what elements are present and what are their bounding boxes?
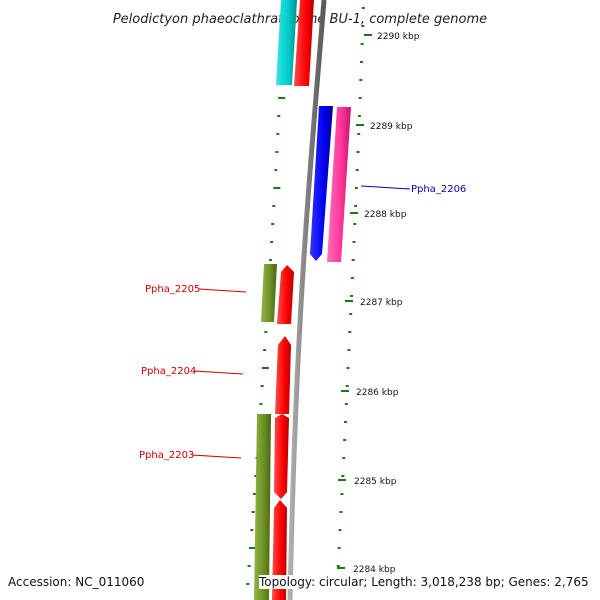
tick-label-2286: 2286 kbp [356, 388, 399, 398]
gene-label-ppha-2204[interactable]: Ppha_2204 [141, 366, 196, 377]
genome-backbone [287, 0, 327, 600]
tick-label-2287: 2287 kbp [360, 298, 403, 308]
leader-line-ppha-2203 [191, 454, 242, 459]
gene-olive-2203 [254, 414, 271, 600]
gene-ppha-2203-red [274, 414, 289, 499]
leader-line-ppha-2204 [193, 370, 244, 375]
tick-labels: 2290 kbp 2289 kbp 2288 kbp 2287 kbp 2286… [337, 32, 420, 575]
leader-line-ppha-2206 [360, 185, 411, 190]
accession-text: Accession: NC_011060 [8, 575, 145, 589]
tick-label-2290: 2290 kbp [377, 32, 420, 42]
gene-olive-2205 [261, 264, 277, 322]
tick-label-2288: 2288 kbp [364, 210, 407, 220]
tick-label-2285: 2285 kbp [354, 477, 397, 487]
gene-cyan-top [276, 0, 297, 85]
gene-label-ppha-2206[interactable]: Ppha_2206 [411, 184, 466, 195]
gene-ppha-2204-red [275, 336, 291, 414]
gene-features [254, 0, 351, 600]
topology-text: Topology: circular; Length: 3,018,238 bp… [259, 575, 589, 589]
tick-label-2289: 2289 kbp [370, 122, 413, 132]
tick-label-2284: 2284 kbp [353, 565, 396, 575]
gene-labels[interactable]: Ppha_2206 Ppha_2205 Ppha_2204 Ppha_2203 [139, 184, 466, 461]
gene-ppha-2206-blue [310, 106, 333, 261]
gene-ppha-2205-red [277, 265, 294, 324]
gene-red-top [294, 0, 314, 86]
gene-label-ppha-2205[interactable]: Ppha_2205 [145, 284, 200, 295]
outer-tick-ring [335, 7, 365, 585]
gene-label-ppha-2203[interactable]: Ppha_2203 [139, 450, 194, 461]
leader-line-ppha-2205 [198, 288, 247, 293]
gene-magenta [327, 107, 351, 262]
